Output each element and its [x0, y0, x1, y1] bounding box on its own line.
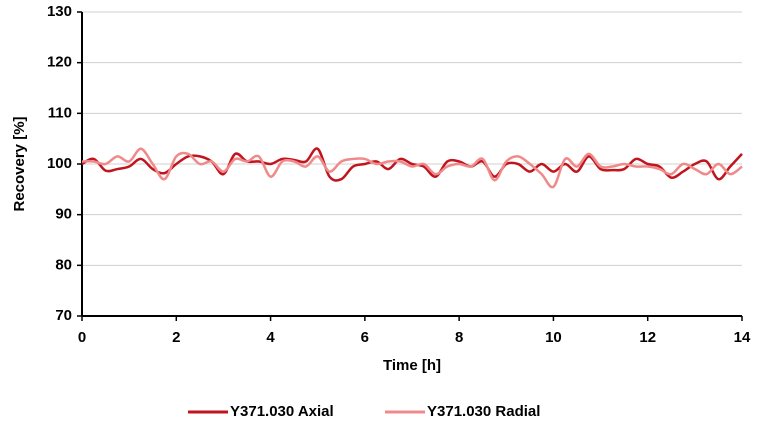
y-tick-label: 130	[47, 3, 72, 20]
y-tick-label: 70	[55, 307, 72, 324]
legend-label: Y371.030 Axial	[230, 403, 334, 420]
x-tick-label: 2	[172, 329, 180, 346]
y-tick-label: 80	[55, 256, 72, 273]
x-tick-label: 10	[545, 329, 562, 346]
x-tick-label: 4	[266, 329, 275, 346]
x-tick-label: 0	[78, 329, 86, 346]
x-axis-label: Time [h]	[383, 357, 441, 374]
x-tick-label: 8	[455, 329, 463, 346]
legend-label: Y371.030 Radial	[427, 403, 540, 420]
x-tick-label: 12	[639, 329, 656, 346]
y-tick-label: 110	[48, 104, 72, 121]
y-tick-label: 90	[55, 206, 72, 223]
series-line	[81, 147, 743, 189]
y-axis-label: Recovery [%]	[11, 116, 28, 211]
y-tick-label: 100	[47, 155, 72, 172]
y-tick-label: 120	[47, 54, 72, 71]
x-tick-label: 14	[734, 329, 751, 346]
x-tick-label: 6	[361, 329, 369, 346]
